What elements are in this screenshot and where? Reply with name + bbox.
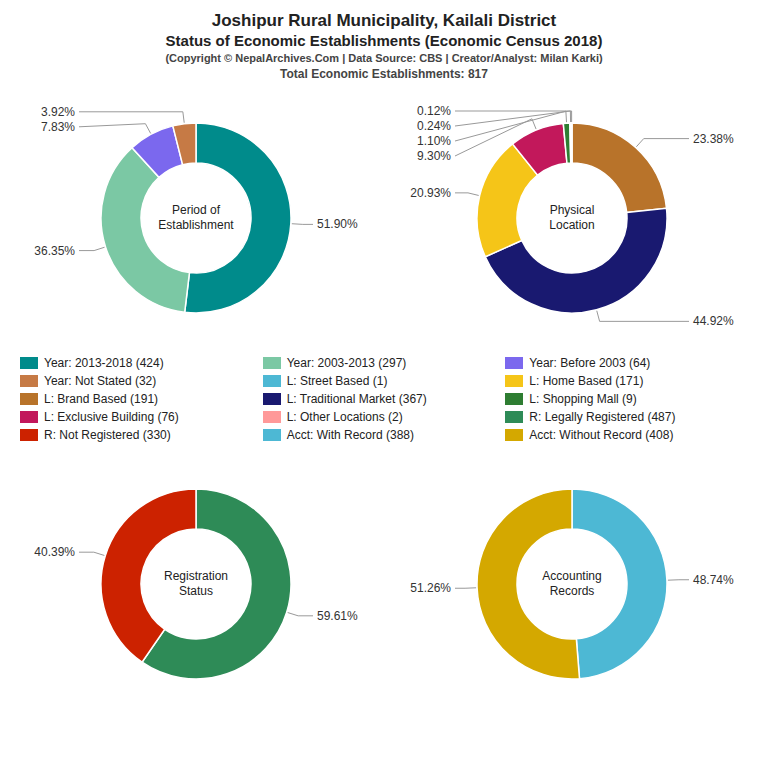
html-text:L: Street Based (1): L: Street Based (1)	[286, 374, 388, 388]
html-text:(Copyright © NepalArchives.Com: (Copyright © NepalArchives.Com | Data So…	[165, 52, 603, 64]
svg-text:44.92%: 44.92%	[693, 314, 734, 328]
svg-text:0.12%: 0.12%	[417, 104, 451, 118]
svg-text:48.74%: 48.74%	[693, 573, 734, 587]
svg-text:1.10%: 1.10%	[417, 134, 451, 148]
svg-text:40.39%: 40.39%	[34, 545, 75, 559]
svg-text:7.83%: 7.83%	[41, 120, 75, 134]
html-text:L: Other Locations (2): L: Other Locations (2)	[286, 410, 403, 424]
html-text:Physical Location: Physical Location	[549, 203, 595, 232]
html-text:Joshipur Rural Municipality, K: Joshipur Rural Municipality, Kailali Dis…	[211, 11, 557, 30]
html-text:R: Not Registered (330): R: Not Registered (330)	[44, 428, 171, 442]
html-text:Registration Status: Registration Status	[164, 569, 228, 598]
html-text:L: Traditional Market (367): L: Traditional Market (367)	[286, 392, 427, 406]
svg-text:51.90%: 51.90%	[317, 217, 358, 231]
html-text:L: Brand Based (191): L: Brand Based (191)	[44, 392, 159, 406]
html-text:Accounting Records: Accounting Records	[542, 569, 602, 598]
svg-text:59.61%: 59.61%	[317, 609, 358, 623]
svg-text:0.24%: 0.24%	[417, 119, 451, 133]
html-text:L: Exclusive Building (76): L: Exclusive Building (76)	[44, 410, 179, 424]
svg-text:36.35%: 36.35%	[34, 244, 75, 258]
html-text:Year: Before 2003 (64): Year: Before 2003 (64)	[529, 356, 651, 370]
html-text:Year: 2013-2018 (424): Year: 2013-2018 (424)	[44, 356, 164, 370]
html-text:Acct: With Record (388): Acct: With Record (388)	[286, 428, 414, 442]
html-text:Total Economic Establishments:: Total Economic Establishments: 817	[280, 67, 488, 81]
html-text:Status of Economic Establishme: Status of Economic Establishments (Econo…	[165, 32, 603, 49]
html-text:Year: 2003-2013 (297): Year: 2003-2013 (297)	[286, 356, 407, 370]
svg-text:23.38%: 23.38%	[693, 132, 734, 146]
svg-text:9.30%: 9.30%	[417, 149, 451, 163]
html-text:L: Home Based (171): L: Home Based (171)	[529, 374, 644, 388]
svg-text:3.92%: 3.92%	[41, 105, 75, 119]
svg-text:20.93%: 20.93%	[410, 186, 451, 200]
html-text:L: Shopping Mall (9): L: Shopping Mall (9)	[529, 392, 637, 406]
html-text:R: Legally Registered (487): R: Legally Registered (487)	[529, 410, 676, 424]
html-text:Period of Establishment: Period of Establishment	[158, 203, 234, 232]
html-text:Year: Not Stated (32): Year: Not Stated (32)	[44, 374, 157, 388]
svg-text:51.26%: 51.26%	[410, 581, 451, 595]
html-text:Acct: Without Record (408): Acct: Without Record (408)	[529, 428, 674, 442]
